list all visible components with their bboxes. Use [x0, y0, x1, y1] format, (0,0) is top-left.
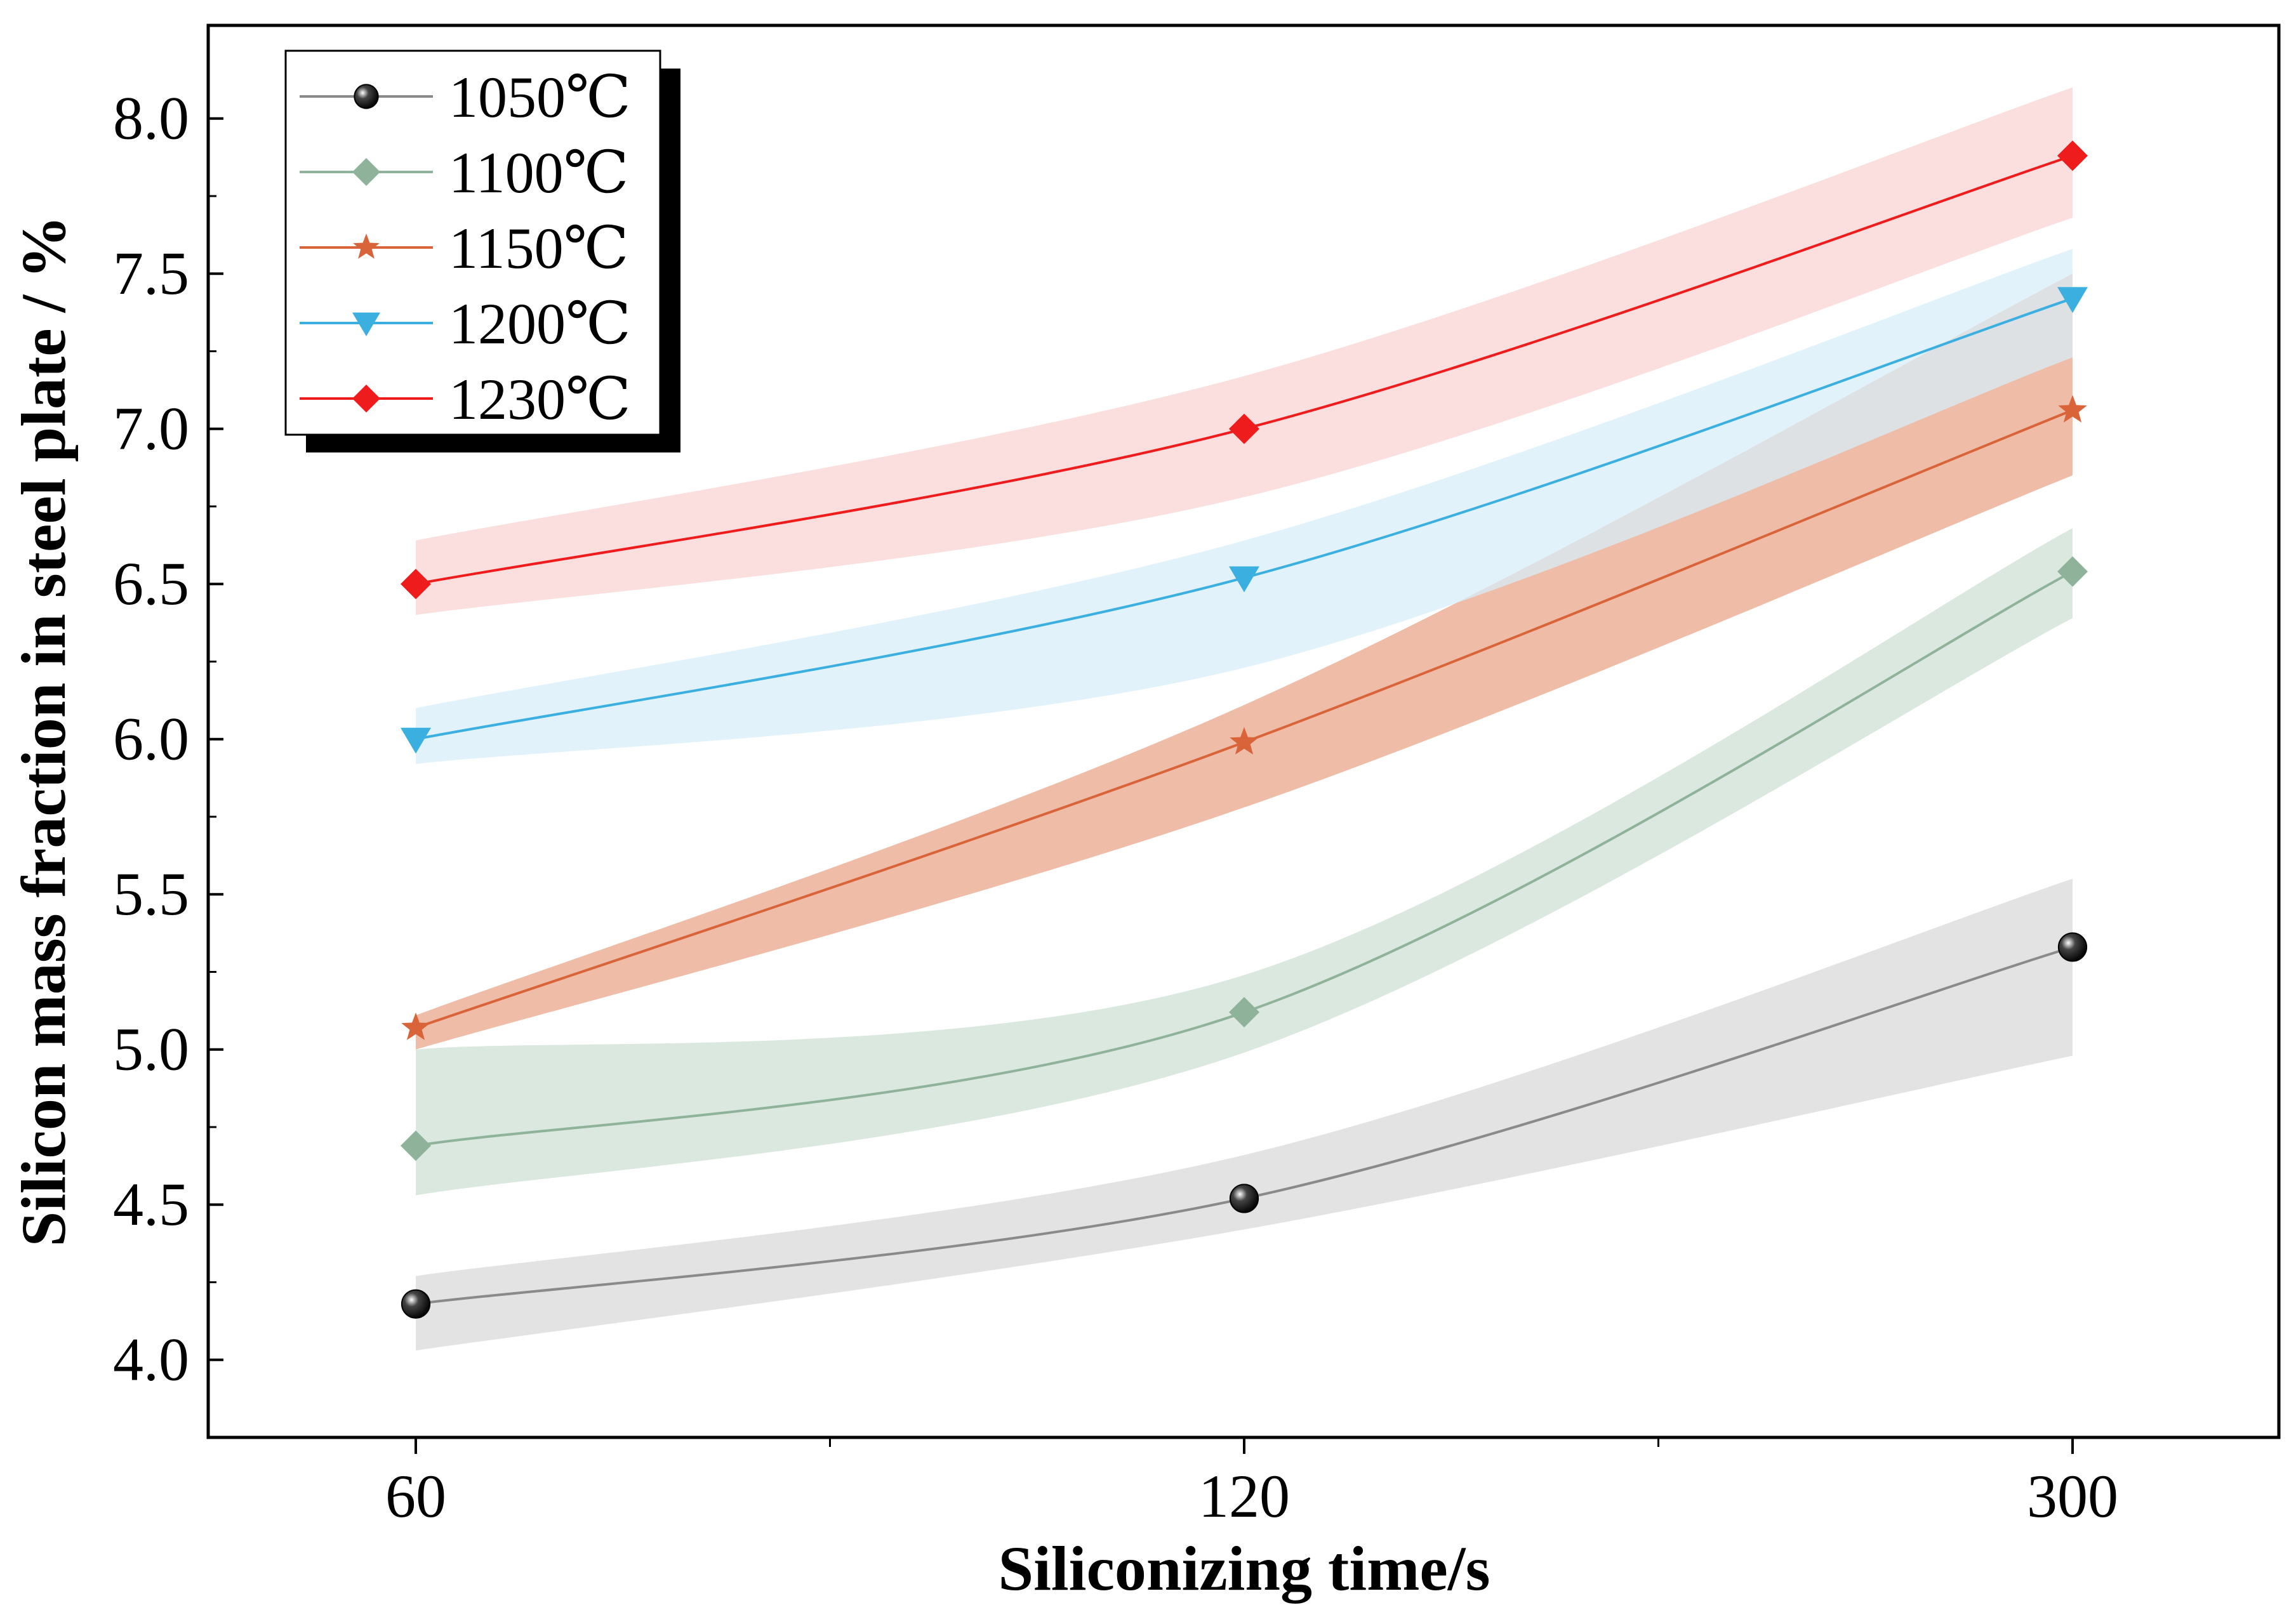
legend-label-1: 1050℃ [449, 65, 631, 129]
y-axis-title: Silicon mass fraction in steel plate / % [8, 216, 79, 1247]
y-axis: 4.0 4.5 5.0 5.5 6.0 6.5 7.0 7.5 8.0 [113, 84, 223, 1394]
point-series-2-3 [2057, 556, 2088, 587]
band-series-4 [416, 249, 2073, 764]
point-series-1-3 [2057, 932, 2088, 962]
legend: 1050℃ 1100℃ 1150℃ 1200℃ 1230℃ [284, 50, 680, 452]
y-tick-label-3: 5.0 [113, 1015, 189, 1083]
band-series-5 [416, 87, 2073, 616]
point-series-3-3 [2058, 395, 2087, 423]
point-series-1-2 [1229, 1184, 1259, 1213]
point-series-2-1 [401, 1130, 431, 1161]
point-series-5-2 [1229, 413, 1259, 444]
y-tick-label-1: 4.0 [113, 1326, 189, 1394]
point-series-3-1 [401, 1012, 430, 1040]
legend-marker-4 [352, 312, 380, 336]
y-tick-label-7: 7.0 [113, 395, 189, 463]
point-series-4-2 [1229, 566, 1259, 593]
legend-label-3: 1150℃ [449, 216, 629, 280]
point-series-4-1 [401, 727, 431, 754]
y-tick-label-8: 7.5 [113, 239, 189, 307]
legend-label-5: 1230℃ [449, 367, 631, 432]
legend-box [284, 50, 661, 436]
x-axis: 60 120 300 [385, 1437, 2118, 1530]
band-series-2 [416, 528, 2073, 1196]
y-tick-label-6: 6.5 [113, 550, 189, 617]
point-series-3-2 [1230, 727, 1259, 755]
legend-marker-3 [353, 234, 380, 259]
x-tick-label-3: 300 [2027, 1462, 2118, 1530]
x-tick-label-1: 60 [385, 1462, 446, 1530]
legend-label-2: 1100℃ [449, 140, 629, 205]
band-series-1 [416, 878, 2073, 1351]
point-series-2-2 [1229, 997, 1259, 1028]
legend-marker-1 [354, 84, 379, 109]
y-tick-label-9: 8.0 [113, 84, 189, 152]
y-tick-label-4: 5.5 [113, 860, 189, 928]
point-series-5-3 [2057, 140, 2088, 171]
legend-marker-2 [352, 158, 380, 186]
x-tick-label-2: 120 [1198, 1462, 1290, 1530]
point-series-5-1 [401, 569, 431, 600]
point-series-4-3 [2057, 287, 2088, 314]
legend-marker-5 [352, 385, 380, 412]
legend-label-4: 1200℃ [449, 291, 631, 356]
x-axis-title: Siliconizing time/s [999, 1533, 1490, 1604]
point-series-1-1 [401, 1289, 431, 1319]
series-markers [401, 140, 2088, 1319]
y-tick-label-5: 6.0 [113, 705, 189, 773]
y-tick-label-2: 4.5 [113, 1170, 189, 1238]
